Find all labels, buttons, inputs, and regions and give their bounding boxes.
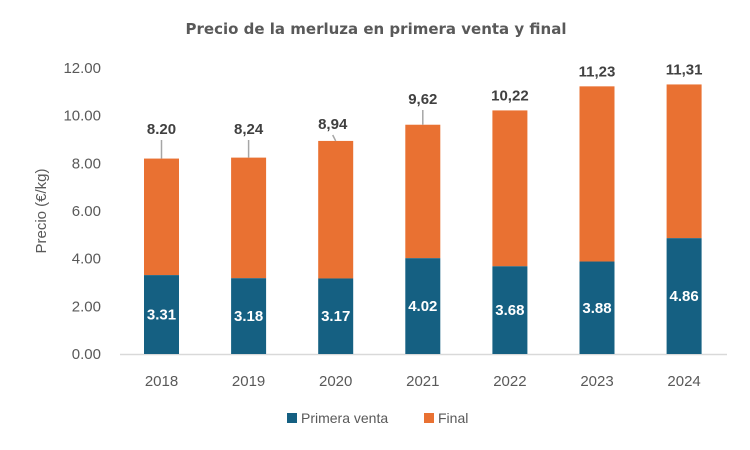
- y-axis-label: Precio (€/kg): [33, 168, 50, 253]
- y-tick-label: 8.00: [72, 155, 101, 172]
- legend-swatch-final: [424, 413, 434, 423]
- data-label-primera-venta: 3.31: [147, 307, 176, 324]
- data-label-primera-venta: 4.02: [408, 298, 437, 315]
- bar-final-2020: [318, 140, 354, 279]
- bar-final-2018: [144, 158, 179, 276]
- data-label-total: 10,22: [491, 87, 529, 104]
- bar-primera-venta-2024: [666, 238, 702, 354]
- x-tick-label: 2021: [406, 373, 439, 390]
- x-tick-label: 2018: [145, 373, 178, 390]
- x-tick-label: 2020: [319, 373, 352, 390]
- bar-primera-venta-2022: [492, 266, 528, 354]
- x-tick-label: 2022: [493, 373, 526, 390]
- data-label-primera-venta: 3.17: [321, 308, 350, 325]
- legend-label-final: Final: [438, 410, 468, 426]
- bar-final-2021: [405, 124, 441, 259]
- data-label-primera-venta: 3.88: [582, 300, 611, 317]
- bar-final-2019: [231, 157, 267, 279]
- data-label-total: 8,24: [234, 121, 264, 138]
- y-tick-label: 10.00: [63, 108, 101, 125]
- data-label-primera-venta: 3.18: [234, 308, 263, 325]
- y-tick-label: 0.00: [72, 346, 101, 363]
- legend: Primera venta Final: [287, 410, 468, 426]
- data-label-total: 8.20: [147, 121, 176, 138]
- y-tick-label: 2.00: [72, 298, 101, 315]
- bar-final-2022: [492, 110, 528, 267]
- bar-primera-venta-2020: [318, 278, 354, 354]
- y-tick-label: 4.00: [72, 251, 101, 268]
- bar-primera-venta-2019: [231, 278, 267, 354]
- legend-label-primera-venta: Primera venta: [301, 410, 388, 426]
- bar-final-2023: [579, 86, 615, 262]
- bar-primera-venta-2023: [579, 261, 615, 354]
- x-tick-label: 2019: [232, 373, 265, 390]
- leader-line: [332, 134, 337, 142]
- bar-primera-venta-2018: [144, 275, 179, 354]
- data-label-total: 9,62: [408, 91, 437, 108]
- x-tick-label: 2024: [667, 373, 700, 390]
- y-tick-label: 12.00: [63, 60, 101, 77]
- data-label-primera-venta: 4.86: [669, 288, 698, 305]
- data-label-primera-venta: 3.68: [495, 302, 524, 319]
- legend-swatch-primera-venta: [287, 413, 297, 423]
- chart-title: Precio de la merluza en primera venta y …: [186, 20, 567, 38]
- data-label-total: 8,94: [318, 116, 348, 133]
- bar-final-2024: [666, 84, 702, 239]
- y-tick-label: 6.00: [72, 203, 101, 220]
- data-label-total: 11,31: [666, 61, 703, 78]
- bar-primera-venta-2021: [405, 258, 441, 354]
- data-label-total: 11,23: [579, 63, 616, 80]
- x-tick-label: 2023: [580, 373, 613, 390]
